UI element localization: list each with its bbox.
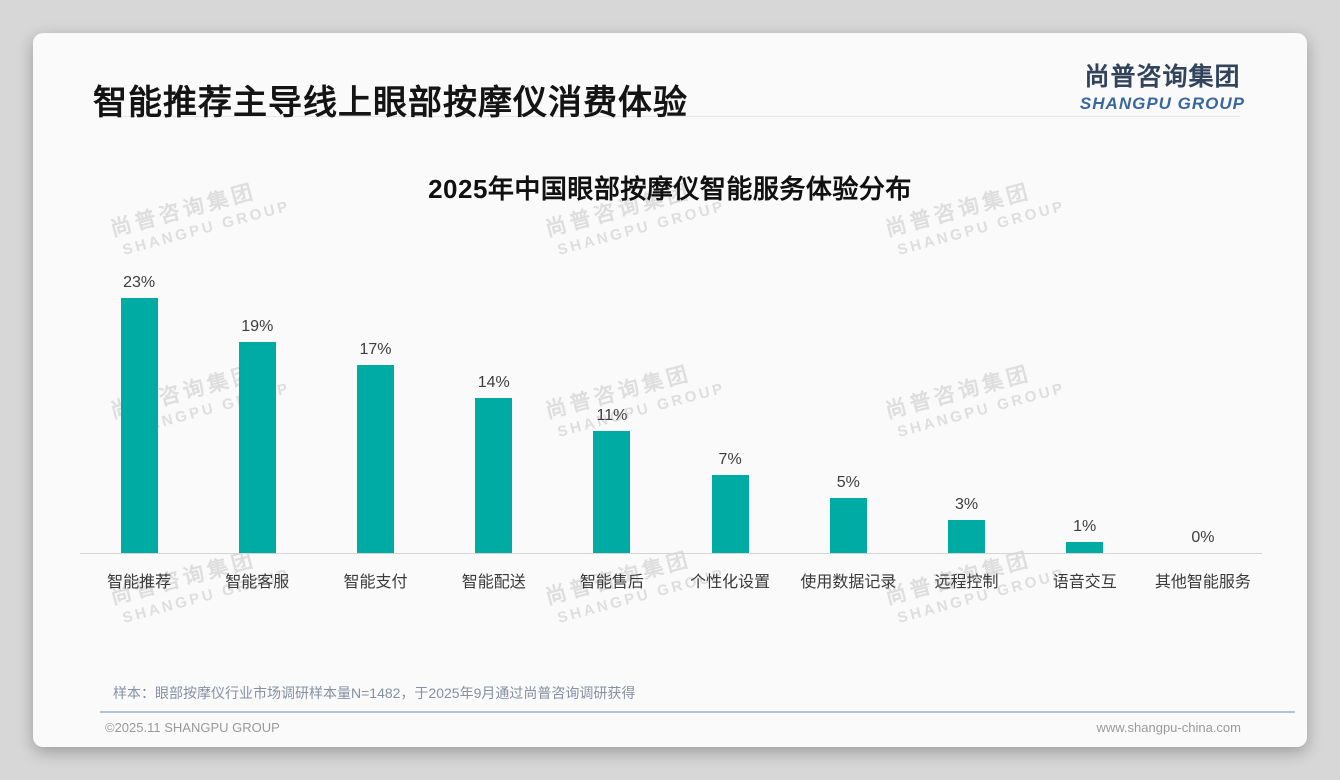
category-label: 语音交互 xyxy=(1052,574,1117,591)
category-label: 个性化设置 xyxy=(690,574,771,591)
category-label: 其他智能服务 xyxy=(1154,574,1251,591)
bar xyxy=(475,398,513,553)
slide-card: 尚普咨询集团 SHANGPU GROUP 尚普咨询集团 SHANGPU GROUP 尚普… xyxy=(33,33,1307,747)
brand-logo: 尚普咨询集团 SHANGPU GROUP xyxy=(1080,57,1245,114)
bar xyxy=(948,520,986,553)
footer-divider xyxy=(100,711,1295,713)
chart-column: 19% xyxy=(198,269,316,553)
footer-website: www.shangpu-china.com xyxy=(1096,720,1241,735)
brand-logo-en: SHANGPU GROUP xyxy=(1079,94,1245,113)
bar-value-label: 5% xyxy=(836,474,860,491)
category-label: 智能配送 xyxy=(461,574,526,591)
bar-value-label: 17% xyxy=(359,341,392,358)
bar-chart-plot-area: 23% 19% 17% 14% 11% 7% 5% 3% 1% 0% xyxy=(80,269,1262,554)
chart-title: 2025年中国眼部按摩仪智能服务体验分布 xyxy=(428,174,912,204)
bar xyxy=(120,298,158,553)
footer-copyright: ©2025.11 SHANGPU GROUP xyxy=(105,720,280,735)
bar-value-label: 7% xyxy=(718,451,742,468)
chart-column: 11% xyxy=(553,269,671,553)
bar xyxy=(711,475,749,553)
footer: ©2025.11 SHANGPU GROUP www.shangpu-china… xyxy=(105,720,1241,735)
bar-value-label: 0% xyxy=(1191,529,1215,546)
watermark-text-en: SHANGPU GROUP xyxy=(555,197,728,259)
bar xyxy=(357,365,394,553)
chart-column: 7% xyxy=(671,269,789,553)
sample-note: 样本：眼部按摩仪行业市场调研样本量N=1482，于2025年9月通过尚普咨询调研… xyxy=(113,685,636,701)
chart-column: 23% xyxy=(80,269,198,553)
category-label: 智能推荐 xyxy=(107,574,172,591)
category-label: 智能客服 xyxy=(225,574,290,591)
chart-column: 3% xyxy=(907,269,1025,553)
bar xyxy=(829,498,867,553)
bar-value-label: 19% xyxy=(241,318,274,335)
bar-value-label: 11% xyxy=(596,407,628,424)
bar xyxy=(238,342,276,553)
x-axis-labels: 智能推荐 智能客服 智能支付 智能配送 智能售后 个性化设置 使用数据记录 远程控制 语音交互 其… xyxy=(80,568,1262,592)
bar-value-label: 23% xyxy=(123,274,156,291)
bar-value-label: 1% xyxy=(1073,518,1097,535)
header-divider xyxy=(100,116,1240,117)
chart-column: 0% xyxy=(1144,269,1262,553)
category-label: 智能支付 xyxy=(343,574,408,591)
bar-value-label: 14% xyxy=(477,374,510,391)
category-label: 使用数据记录 xyxy=(800,574,897,591)
category-label: 远程控制 xyxy=(934,574,999,591)
brand-logo-cn: 尚普咨询集团 xyxy=(1084,63,1241,91)
watermark-text-en: SHANGPU GROUP xyxy=(120,197,293,259)
category-label: 智能售后 xyxy=(579,574,644,591)
watermark-text-en: SHANGPU GROUP xyxy=(895,197,1068,259)
page-title: 智能推荐主导线上眼部按摩仪消费体验 xyxy=(93,84,688,122)
chart-column: 5% xyxy=(789,269,907,553)
chart-column: 1% xyxy=(1026,269,1144,553)
bar xyxy=(1066,542,1104,553)
chart-column: 17% xyxy=(316,269,434,553)
chart-column: 14% xyxy=(435,269,553,553)
bar-value-label: 3% xyxy=(954,496,979,513)
bar xyxy=(593,431,631,553)
